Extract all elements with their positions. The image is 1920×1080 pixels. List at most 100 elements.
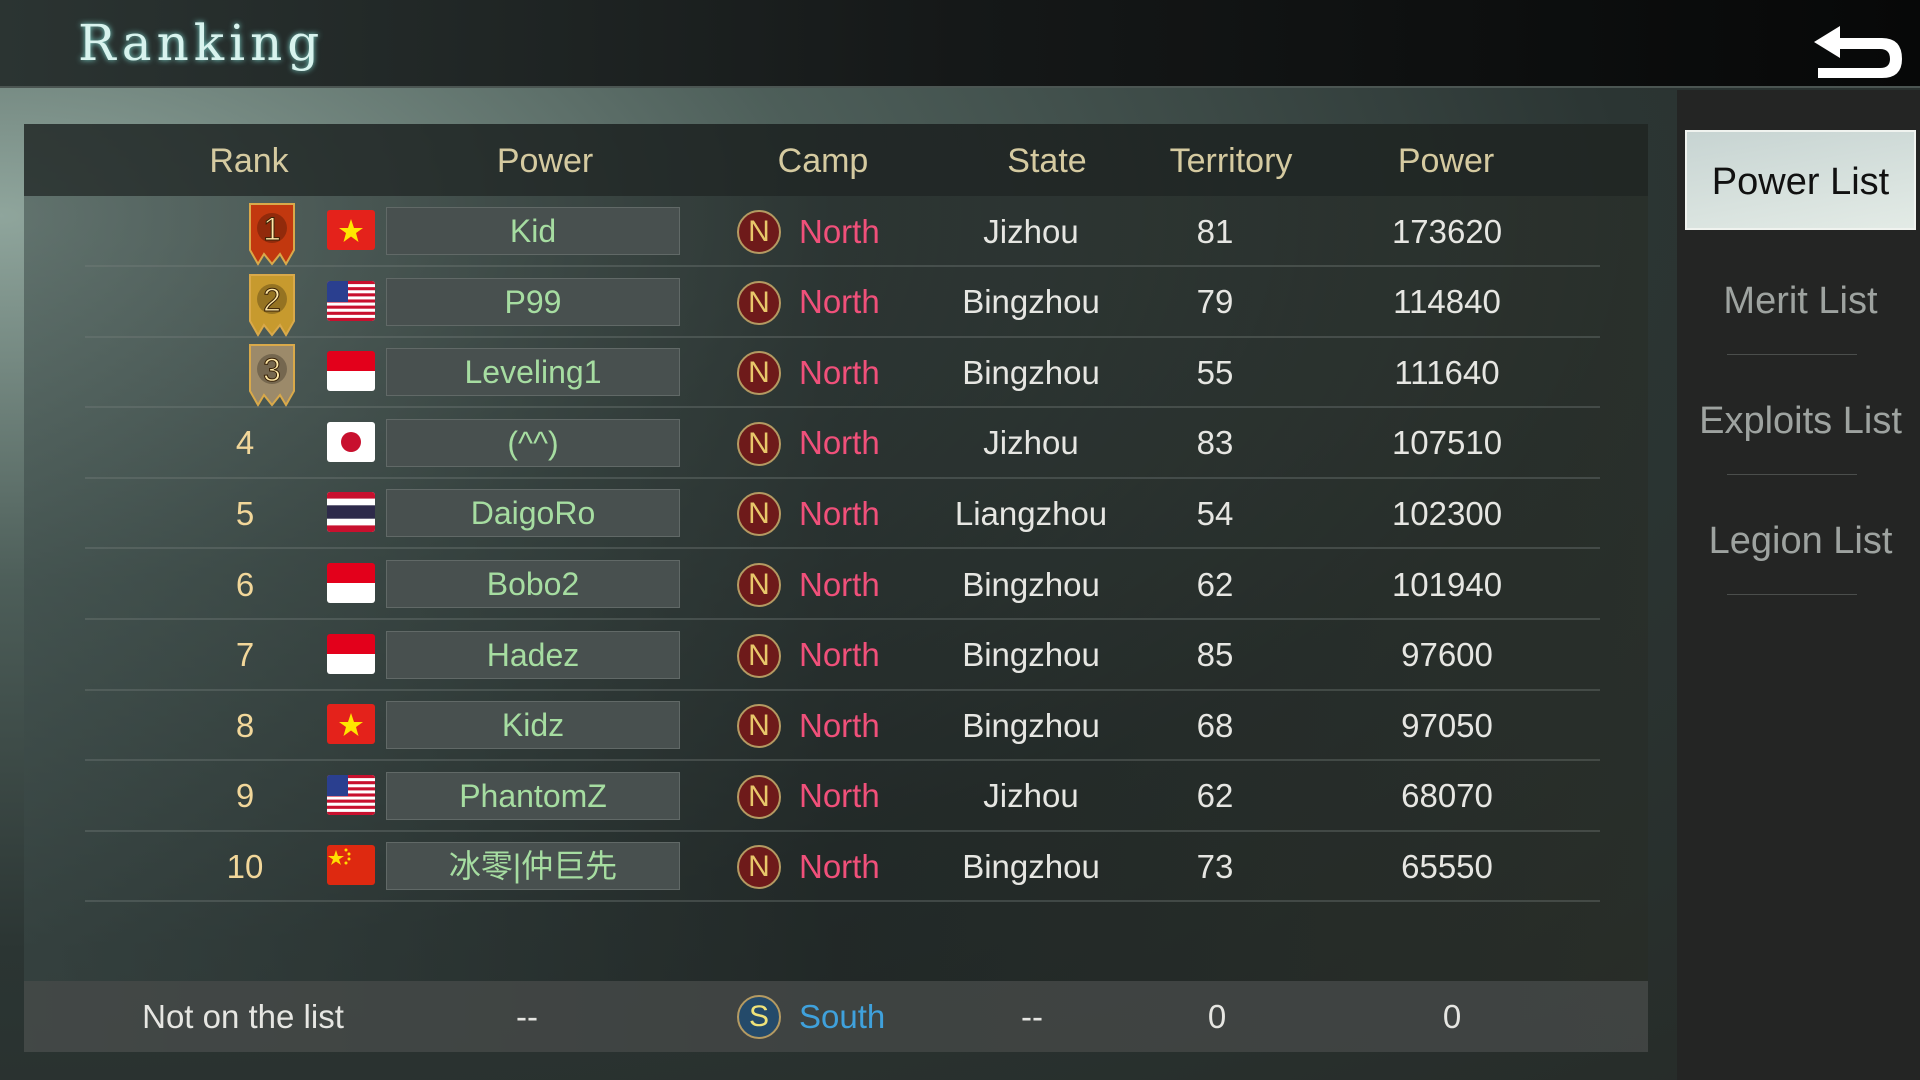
power: 68070 [1401, 777, 1493, 815]
north-camp-icon: N [737, 704, 781, 749]
power: 107510 [1391, 424, 1503, 462]
state: Jizhou [983, 777, 1079, 815]
table-row[interactable]: 3 Leveling1 N North Bingzhou 55 111640 [24, 337, 1648, 409]
tab-legion-list[interactable]: Legion List [1708, 520, 1893, 562]
list-sidebar: Power List Merit List Exploits List Legi… [1677, 90, 1920, 1080]
rank-medal-icon: 1 [249, 203, 295, 266]
north-camp-icon: N [737, 280, 781, 325]
camp-name: North [799, 706, 880, 744]
row-divider [85, 547, 1600, 550]
thailand-flag-icon [327, 492, 375, 533]
north-camp-icon: N [737, 563, 781, 607]
state: Bingzhou [962, 353, 1100, 391]
row-divider [85, 688, 1600, 691]
divider [1727, 474, 1857, 475]
territory: 55 [1196, 353, 1234, 391]
rank-number: 9 [235, 777, 255, 815]
col-camp: Camp [777, 142, 869, 180]
row-divider [85, 759, 1600, 762]
territory: 83 [1196, 424, 1234, 462]
player-name[interactable]: Kidz [386, 701, 680, 750]
row-divider [85, 900, 1600, 903]
north-camp-icon: N [737, 633, 781, 678]
row-divider [85, 476, 1600, 479]
territory: 68 [1196, 706, 1234, 744]
table-row[interactable]: 5 DaigoRo N North Liangzhou 54 102300 [24, 478, 1648, 550]
rank-number: 8 [235, 706, 255, 744]
player-name[interactable]: P99 [386, 277, 680, 326]
state: Bingzhou [962, 283, 1100, 321]
camp-name: North [799, 847, 880, 885]
player-name[interactable]: 冰零|仲巨先 [386, 842, 680, 891]
table-row[interactable]: 8 Kidz N North Bingzhou 68 97050 [24, 690, 1648, 762]
power: 65550 [1401, 847, 1493, 885]
table-row[interactable]: 2 P99 N North Bingzhou 79 114840 [24, 267, 1648, 338]
camp-name: North [799, 283, 880, 321]
tab-merit-list[interactable]: Merit List [1723, 280, 1878, 322]
vietnam-flag-icon [327, 704, 375, 745]
north-camp-icon: N [737, 421, 781, 466]
self-name: -- [516, 997, 538, 1035]
power: 114840 [1393, 283, 1501, 321]
player-name[interactable]: PhantomZ [386, 771, 680, 820]
south-camp-icon: S [737, 995, 781, 1039]
state: Bingzhou [962, 636, 1100, 674]
territory: 73 [1196, 847, 1234, 885]
territory: 79 [1196, 283, 1234, 321]
table-row[interactable]: 7 Hadez N North Bingzhou 85 97600 [24, 620, 1648, 691]
self-rank: Not on the list [142, 997, 344, 1035]
tab-power-list[interactable]: Power List [1685, 130, 1916, 230]
indonesia-flag-icon [327, 563, 375, 603]
territory: 62 [1196, 777, 1234, 815]
player-name[interactable]: (^^) [386, 418, 680, 467]
state: Bingzhou [962, 565, 1100, 603]
territory: 54 [1196, 494, 1234, 532]
row-divider [85, 265, 1600, 267]
north-camp-icon: N [737, 774, 781, 819]
back-arrow-icon[interactable] [1810, 18, 1906, 80]
col-power: Power [1397, 142, 1495, 180]
tab-exploits-list[interactable]: Exploits List [1699, 400, 1902, 442]
north-camp-icon: N [737, 210, 781, 254]
state: Bingzhou [962, 706, 1100, 744]
state: Bingzhou [962, 847, 1100, 885]
table-row[interactable]: 4 (^^) N North Jizhou 83 107510 [24, 408, 1648, 479]
camp-name: North [799, 353, 880, 391]
table-row[interactable]: 10 冰零|仲巨先 N North Bingzhou 73 65550 [24, 831, 1648, 903]
usa-flag-icon [327, 774, 375, 815]
power: 97050 [1401, 706, 1493, 744]
col-state: State [1007, 142, 1087, 180]
divider [1727, 594, 1857, 595]
divider [1727, 354, 1857, 355]
territory: 81 [1196, 212, 1234, 250]
camp-name: North [799, 777, 880, 815]
page-title: Ranking [78, 14, 325, 72]
player-name[interactable]: Bobo2 [386, 560, 680, 608]
self-power: 0 [1442, 997, 1462, 1035]
self-row: Not on the list -- S South -- 0 0 [24, 981, 1648, 1052]
row-divider [85, 618, 1600, 620]
player-name[interactable]: Hadez [386, 630, 680, 679]
north-camp-icon: N [737, 845, 781, 890]
rank-medal-icon: 2 [249, 273, 295, 337]
china-flag-icon [327, 845, 375, 886]
state: Jizhou [983, 424, 1079, 462]
player-name[interactable]: DaigoRo [386, 489, 680, 538]
table-row[interactable]: 9 PhantomZ N North Jizhou 62 68070 [24, 761, 1648, 832]
territory: 85 [1196, 636, 1234, 674]
territory: 62 [1196, 565, 1234, 603]
table-row[interactable]: 6 Bobo2 N North Bingzhou 62 101940 [24, 549, 1648, 620]
self-camp: South [799, 997, 886, 1035]
player-name[interactable]: Leveling1 [386, 348, 680, 397]
power: 173620 [1391, 212, 1503, 250]
rank-number: 7 [235, 636, 255, 674]
camp-name: North [799, 636, 880, 674]
player-name[interactable]: Kid [386, 207, 680, 255]
col-rank: Rank [209, 142, 289, 180]
power: 97600 [1401, 636, 1493, 674]
table-row[interactable]: 1 Kid N North Jizhou 81 173620 [24, 196, 1648, 267]
power: 102300 [1391, 494, 1503, 532]
ranking-table: Rank Power Camp State Territory Power 1 K… [24, 124, 1648, 1052]
vietnam-flag-icon [327, 210, 375, 250]
state: Liangzhou [954, 494, 1108, 532]
